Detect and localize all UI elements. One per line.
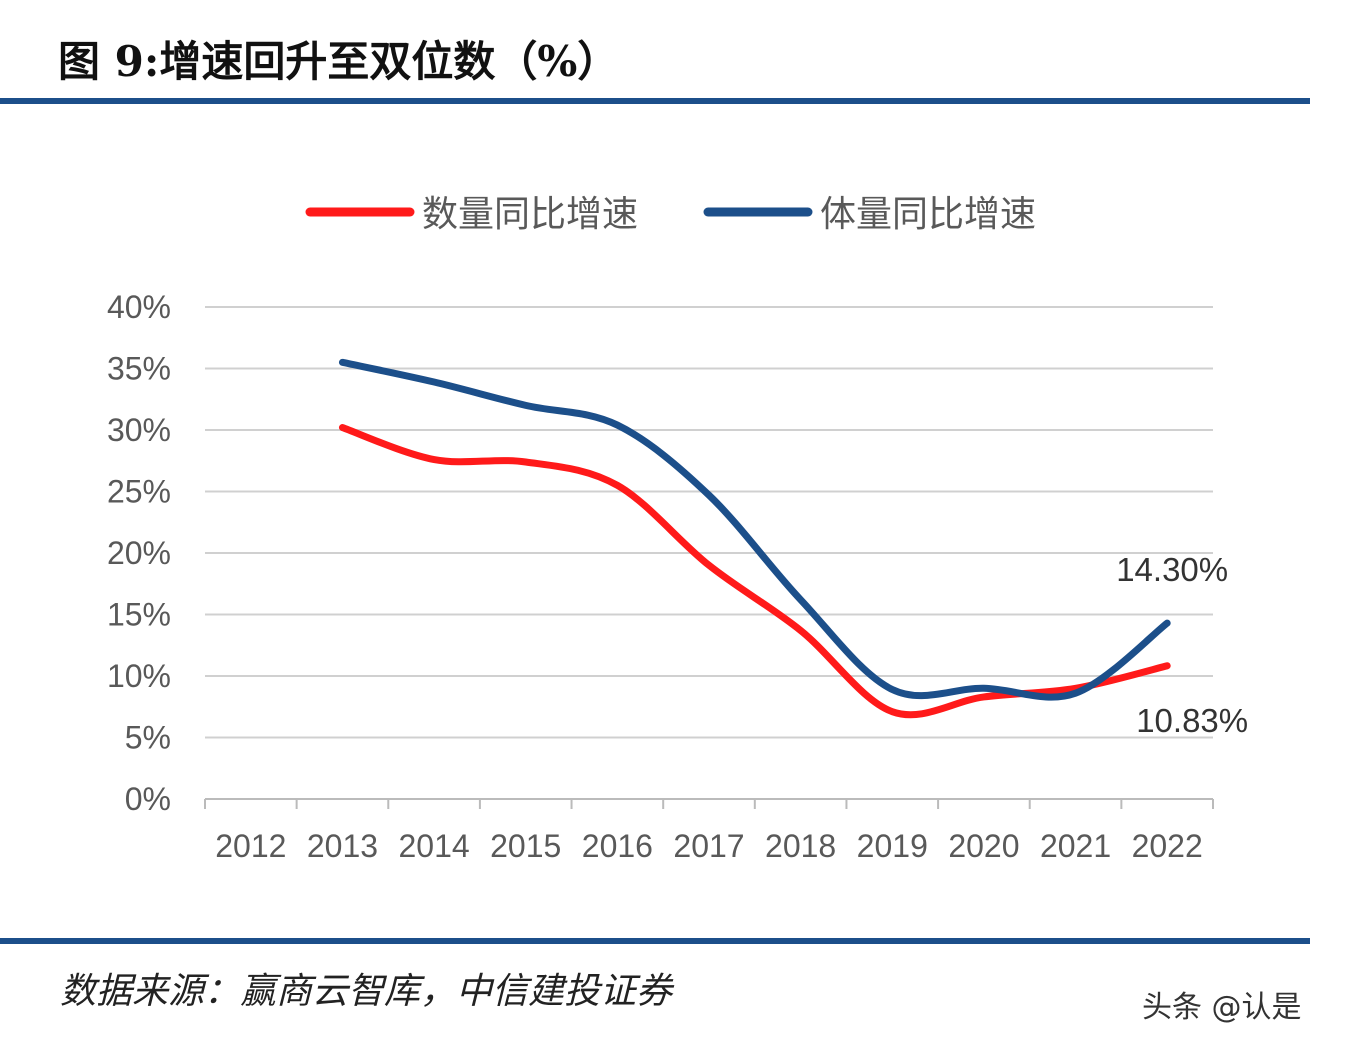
x-tick-label: 2022	[1132, 828, 1203, 864]
y-tick-label: 0%	[125, 781, 171, 817]
data-label: 10.83%	[1136, 702, 1248, 739]
x-tick-label: 2021	[1040, 828, 1111, 864]
series-line-0	[338, 424, 1171, 719]
source-note: 数据来源：赢商云智库，中信建投证券	[60, 971, 673, 1012]
x-tick-label: 2017	[673, 828, 744, 864]
x-tick-label: 2016	[582, 828, 653, 864]
y-tick-label: 25%	[107, 474, 171, 510]
legend-label: 数量同比增速	[422, 193, 638, 234]
series-line-1	[338, 358, 1171, 701]
bottom-divider	[0, 938, 1310, 944]
x-tick-label: 2018	[765, 828, 836, 864]
top-divider	[0, 98, 1310, 104]
legend-label: 体量同比增速	[820, 193, 1036, 234]
data-label: 14.30%	[1116, 551, 1228, 588]
x-tick-label: 2015	[490, 828, 561, 864]
y-tick-label: 20%	[107, 535, 171, 571]
y-tick-label: 30%	[107, 412, 171, 448]
x-tick-label: 2020	[948, 828, 1019, 864]
y-tick-label: 40%	[107, 289, 171, 325]
watermark: 头条 @认是	[1142, 990, 1302, 1025]
x-tick-label: 2012	[215, 828, 286, 864]
y-tick-label: 35%	[107, 351, 171, 387]
y-tick-label: 15%	[107, 597, 171, 633]
x-tick-label: 2013	[307, 828, 378, 864]
y-tick-label: 10%	[107, 658, 171, 694]
y-tick-label: 5%	[125, 720, 171, 756]
figure-title: 图 9:增速回升至双位数（%）	[58, 37, 620, 86]
x-tick-label: 2019	[857, 828, 928, 864]
x-tick-label: 2014	[398, 828, 469, 864]
